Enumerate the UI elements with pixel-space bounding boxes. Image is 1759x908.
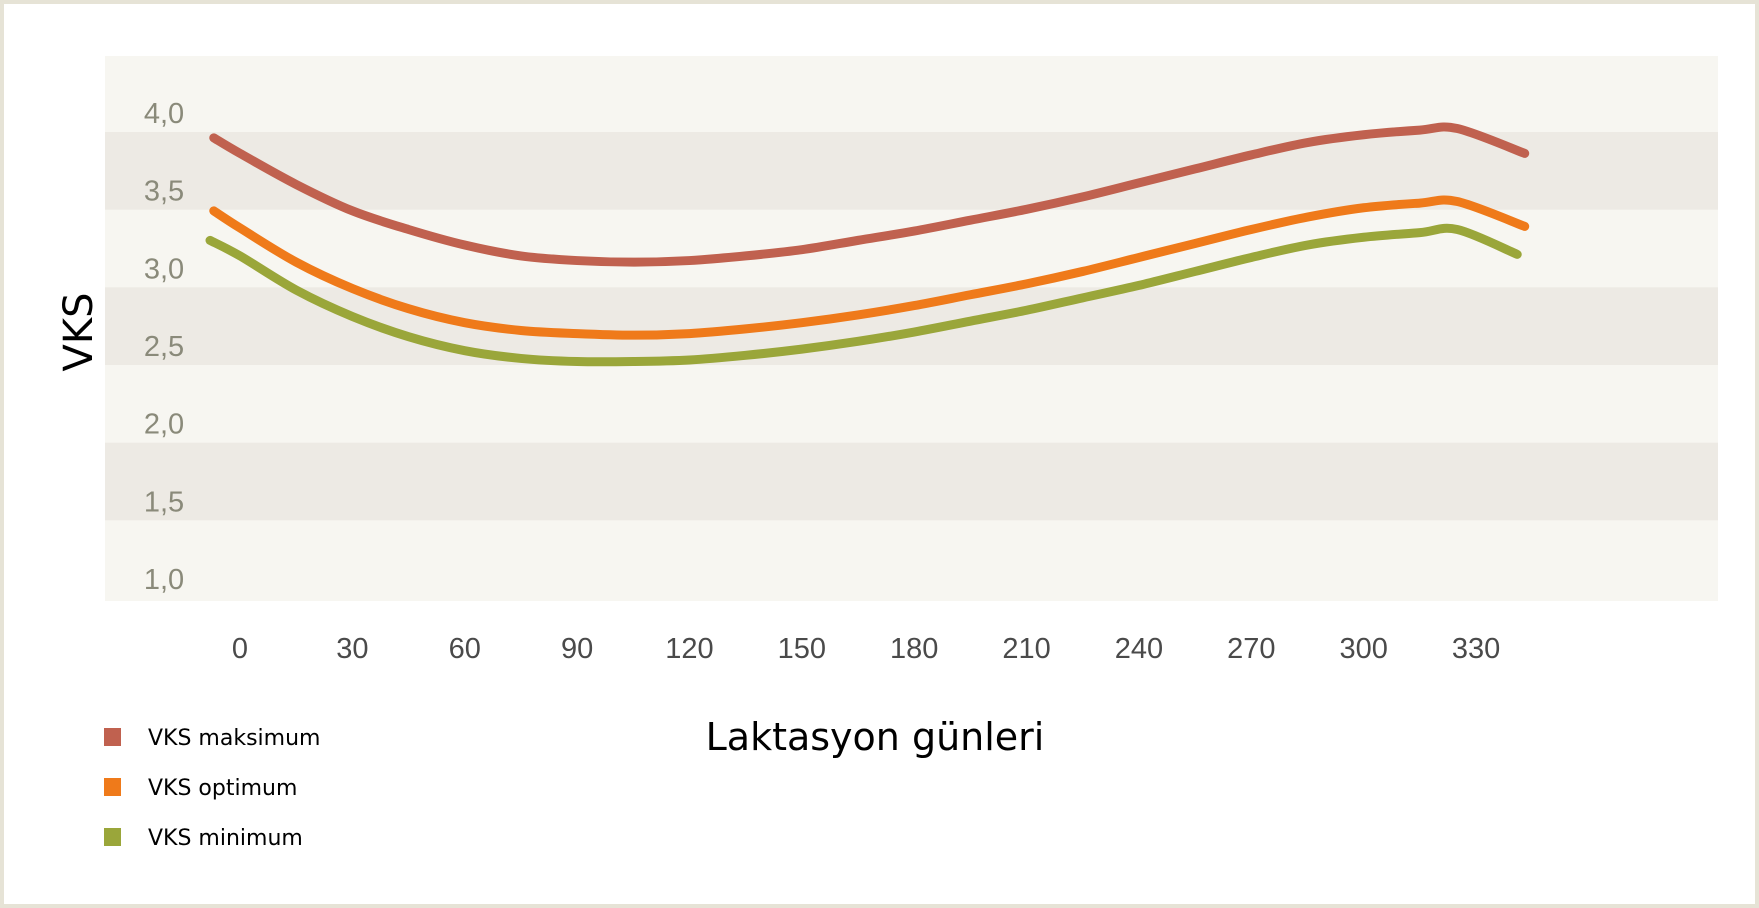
x-tick-label: 330 [1452,633,1500,665]
series-line-vks-optimum [209,195,1530,340]
y-tick-label: 3,5 [144,176,184,208]
y-tick-label: 2,0 [144,409,184,441]
x-tick-label: 150 [778,633,826,665]
y-axis-title: VKS [56,293,102,372]
x-tick-label: 90 [561,633,593,665]
x-tick-label: 300 [1339,633,1387,665]
x-axis-ticks: 0 30 60 90 120 150 180 210 240 270 300 330 [232,633,1500,665]
x-tick-label: 270 [1227,633,1275,665]
legend: VKS maksimum VKS optimum VKS minimum [104,726,320,851]
legend-swatch-vks-maksimum [104,728,121,746]
x-tick-label: 180 [890,633,938,665]
grid-band [105,442,1718,521]
x-tick-label: 60 [449,633,481,665]
y-tick-label: 2,5 [144,331,184,363]
y-tick-label: 3,0 [144,253,184,285]
x-tick-label: 210 [1002,633,1050,665]
series-line-vks-minimum [205,223,1522,367]
legend-swatch-vks-minimum [104,828,121,846]
grid-band [105,287,1718,365]
y-tick-label: 1,5 [144,486,184,518]
x-tick-label: 240 [1115,633,1163,665]
x-tick-label: 120 [665,633,713,665]
legend-label-vks-minimum: VKS minimum [148,826,303,851]
series-line-vks-maksimum [209,122,1530,267]
y-tick-label: 1,0 [144,564,184,596]
x-axis-title: Laktasyon günleri [706,715,1045,759]
legend-swatch-vks-optimum [104,778,121,796]
series-lines [205,122,1530,367]
x-tick-label: 0 [232,633,248,665]
x-tick-label: 30 [336,633,368,665]
y-tick-label: 4,0 [144,98,184,130]
legend-label-vks-optimum: VKS optimum [148,776,297,801]
legend-label-vks-maksimum: VKS maksimum [148,726,320,751]
grid-band [105,132,1718,210]
y-axis-ticks: 1,0 1,5 2,0 2,5 3,0 3,5 4,0 [144,98,184,596]
